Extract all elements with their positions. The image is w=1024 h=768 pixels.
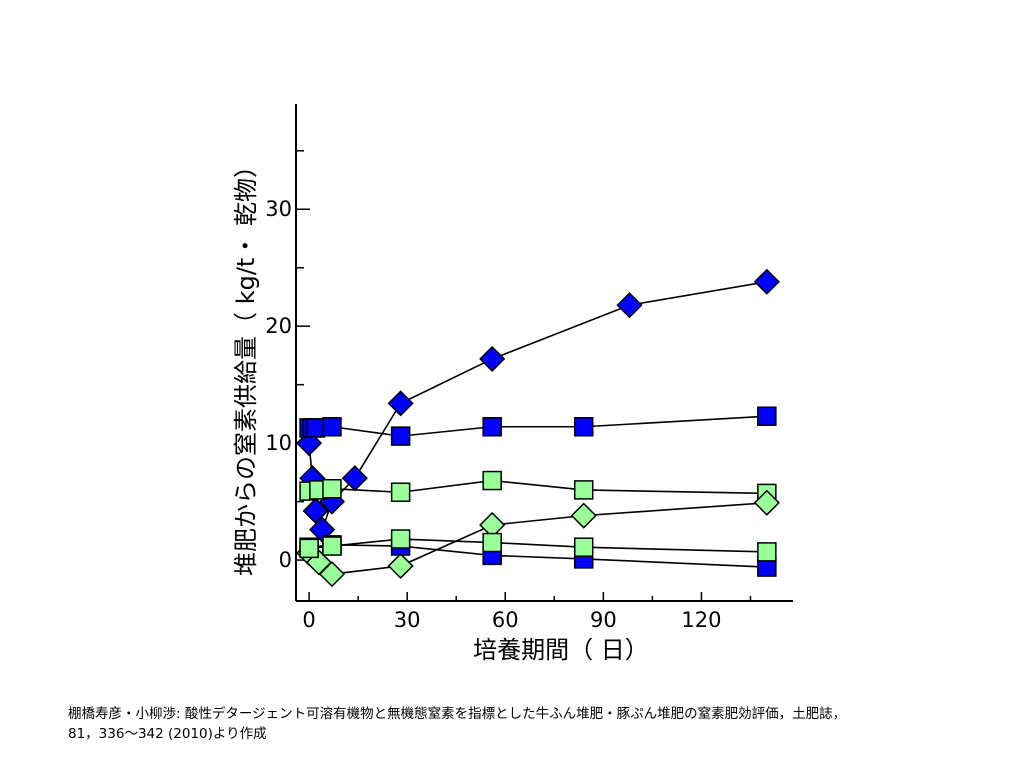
- y-axis-label: 堆肥からの窒素供給量（ kg/t・ 乾物）: [232, 154, 260, 576]
- x-axis-label: 培養期間（ 日）: [473, 636, 649, 664]
- x-tick-label: 120: [681, 608, 721, 632]
- data-point-square: [322, 417, 342, 437]
- axes: [295, 104, 793, 602]
- data-point-square: [573, 537, 594, 557]
- data-point-square: [322, 478, 342, 499]
- y-tick-label: 20: [265, 314, 292, 338]
- y-tick-label: 10: [265, 431, 292, 455]
- y-tick-label: 0: [279, 548, 292, 572]
- tick-labels: 0 30 60 90 120 0 10 20 30: [265, 197, 721, 632]
- caption-line-1: 棚橋寿彦・小柳渉: 酸性デタージェント可溶有機物と無機態窒素を指標とした牛ふん堆…: [68, 706, 847, 722]
- data-point-square: [757, 542, 777, 562]
- data-point-square: [482, 470, 502, 491]
- data-point-diamond: [479, 345, 506, 372]
- data-point-diamond: [318, 561, 346, 588]
- data-point-diamond: [616, 292, 643, 319]
- x-tick-label: 30: [394, 608, 421, 632]
- caption-line-2: 81，336～342 (2010)より作成: [68, 726, 267, 742]
- data-point-square: [390, 482, 411, 502]
- data-point-diamond: [302, 497, 329, 525]
- data-point-diamond: [753, 268, 780, 295]
- data-point-diamond: [753, 489, 780, 516]
- data-point-square: [299, 538, 319, 559]
- series-3-line: [308, 479, 767, 495]
- data-point-square: [390, 426, 411, 446]
- data-point-square: [757, 406, 777, 426]
- source-caption: 棚橋寿彦・小柳渉: 酸性デタージェント可溶有機物と無機態窒素を指標とした牛ふん堆…: [68, 704, 998, 744]
- series-lines: [308, 280, 767, 575]
- data-point-square: [390, 529, 411, 549]
- data-point-diamond: [570, 502, 597, 529]
- data-point-square: [573, 417, 594, 437]
- data-point-square: [482, 532, 502, 553]
- data-point-square: [482, 417, 502, 437]
- data-point-square: [573, 480, 594, 500]
- series-2-line: [309, 415, 767, 437]
- data-point-square: [305, 418, 326, 438]
- x-tick-label: 0: [302, 608, 315, 632]
- y-tick-label: 30: [265, 197, 292, 221]
- x-tick-label: 90: [590, 608, 617, 632]
- x-tick-label: 60: [492, 608, 519, 632]
- series-5-line: [308, 544, 767, 568]
- data-point-diamond: [387, 390, 414, 417]
- series-layer: [296, 268, 780, 588]
- data-point-diamond: [341, 465, 368, 492]
- data-point-square: [322, 536, 342, 556]
- data-point-diamond: [387, 552, 414, 579]
- series-markers: [296, 268, 780, 588]
